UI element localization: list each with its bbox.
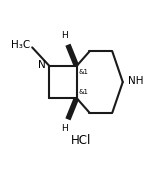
Text: NH: NH [128,76,143,86]
Text: H: H [62,31,68,40]
Text: &1: &1 [78,89,88,95]
Text: H: H [62,124,68,133]
Text: &1: &1 [78,69,88,75]
Text: N: N [38,60,46,70]
Text: H₃C: H₃C [11,40,30,50]
Text: HCl: HCl [71,134,92,147]
